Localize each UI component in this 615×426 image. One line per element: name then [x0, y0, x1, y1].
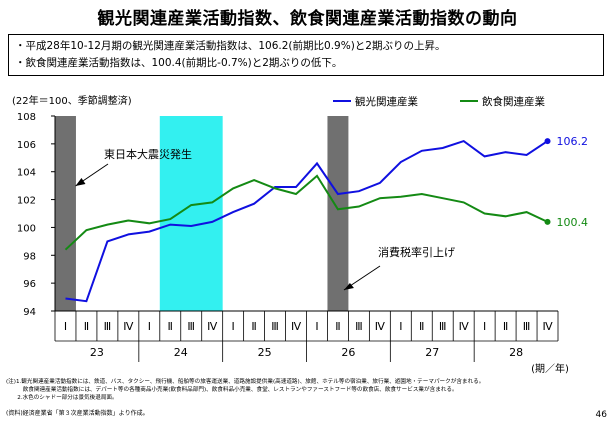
x-tick-label: Ⅱ — [168, 320, 173, 333]
series-end-marker-2 — [544, 218, 551, 225]
footnote-2: 飲食関連産業活動指数には、デパート等の各種商品小売業(飲食料品部門)、飲食料品小… — [6, 387, 458, 393]
year-label: 23 — [90, 346, 104, 359]
series-line-1 — [65, 139, 549, 303]
summary-box: ・平成28年10-12月期の観光関連産業活動指数は、106.2(前期比0.9%)… — [8, 34, 604, 76]
annotation-arrowhead — [343, 283, 354, 290]
y-tick-label: 108 — [17, 112, 36, 123]
x-unit-label: (期／年) — [531, 362, 569, 375]
x-tick-label: Ⅲ — [439, 320, 447, 333]
x-tick-label: Ⅳ — [542, 320, 553, 333]
x-tick-label: Ⅱ — [419, 320, 424, 333]
annotation-earthquake: 東日本大震災発生 — [104, 147, 192, 161]
x-tick-label: Ⅲ — [104, 320, 112, 333]
series-end-label-2: 100.4 — [557, 216, 589, 229]
x-tick-label: Ⅲ — [271, 320, 279, 333]
year-label: 24 — [174, 346, 188, 359]
x-tick-label: Ⅳ — [291, 320, 302, 333]
x-tick-label: Ⅰ — [64, 320, 67, 333]
y-axis-ticks: 94 96 98 100 102 104 106 108 — [17, 112, 55, 318]
shade-event-2 — [327, 116, 349, 311]
y-tick-label: 104 — [17, 168, 36, 179]
x-tick-label: Ⅲ — [355, 320, 363, 333]
x-tick-label: Ⅰ — [148, 320, 151, 333]
x-tick-label: Ⅰ — [315, 320, 318, 333]
series-end-marker-1 — [544, 138, 551, 145]
y-tick-label: 98 — [23, 251, 36, 262]
year-label: 27 — [425, 346, 439, 359]
x-tick-label: Ⅳ — [207, 320, 218, 333]
x-tick-label: Ⅱ — [84, 320, 89, 333]
y-tick-label: 96 — [23, 279, 36, 290]
shade-event-0 — [55, 116, 76, 311]
x-tick-label: Ⅰ — [399, 320, 402, 333]
y-tick-label: 102 — [17, 196, 36, 207]
x-tick-label: Ⅳ — [375, 320, 386, 333]
y-tick-label: 94 — [23, 307, 36, 318]
shade-recession-1 — [159, 116, 223, 311]
x-tick-label: Ⅲ — [523, 320, 531, 333]
series-line-2 — [64, 174, 548, 251]
footnote-3: 2.水色のシャドー部分は景気後退局面。 — [6, 395, 118, 401]
page-title: 観光関連産業活動指数、飲食関連産業活動指数の動向 — [97, 9, 518, 29]
year-label: 28 — [509, 346, 523, 359]
x-tick-label: Ⅱ — [335, 320, 340, 333]
x-tick-label: Ⅲ — [187, 320, 195, 333]
year-label: 26 — [341, 346, 355, 359]
annotation-arrowhead — [75, 178, 86, 186]
summary-bullet-1: ・平成28年10-12月期の観光関連産業活動指数は、106.2(前期比0.9%)… — [15, 40, 446, 52]
x-tick-label: Ⅱ — [503, 320, 508, 333]
legend-label-2: 飲食関連産業 — [482, 95, 545, 108]
chart-shading — [55, 116, 349, 311]
y-unit-label: (22年＝100、季節調整済) — [12, 94, 132, 107]
x-tick-label: Ⅰ — [483, 320, 486, 333]
year-label: 25 — [258, 346, 272, 359]
source-note: (資料)経済産業省「第３次産業活動指数」より作成。 — [6, 410, 149, 417]
x-tick-label: Ⅳ — [459, 320, 470, 333]
annotation-tax-hike: 消費税率引上げ — [378, 245, 455, 259]
x-tick-label: Ⅱ — [251, 320, 256, 333]
summary-bullet-2: ・飲食関連産業活動指数は、100.4(前期比-0.7%)と2期ぶりの低下。 — [15, 57, 343, 69]
x-tick-label: Ⅳ — [123, 320, 134, 333]
series-end-label-1: 106.2 — [557, 135, 589, 148]
footnotes: (注)1.観光関連産業活動指数には、鉄道、バス、タクシー、飛行機、船舶等の旅客運… — [6, 378, 596, 402]
x-tick-label: Ⅰ — [232, 320, 235, 333]
chart-legend: 観光関連産業 飲食関連産業 — [333, 95, 545, 108]
y-tick-label: 106 — [17, 140, 36, 151]
legend-label-1: 観光関連産業 — [355, 95, 418, 108]
chart-series: 106.2 100.4 — [64, 135, 589, 303]
page-number: 46 — [595, 410, 607, 420]
footnote-1: (注)1.観光関連産業活動指数には、鉄道、バス、タクシー、飛行機、船舶等の旅客運… — [6, 379, 485, 385]
y-tick-label: 100 — [17, 223, 36, 234]
